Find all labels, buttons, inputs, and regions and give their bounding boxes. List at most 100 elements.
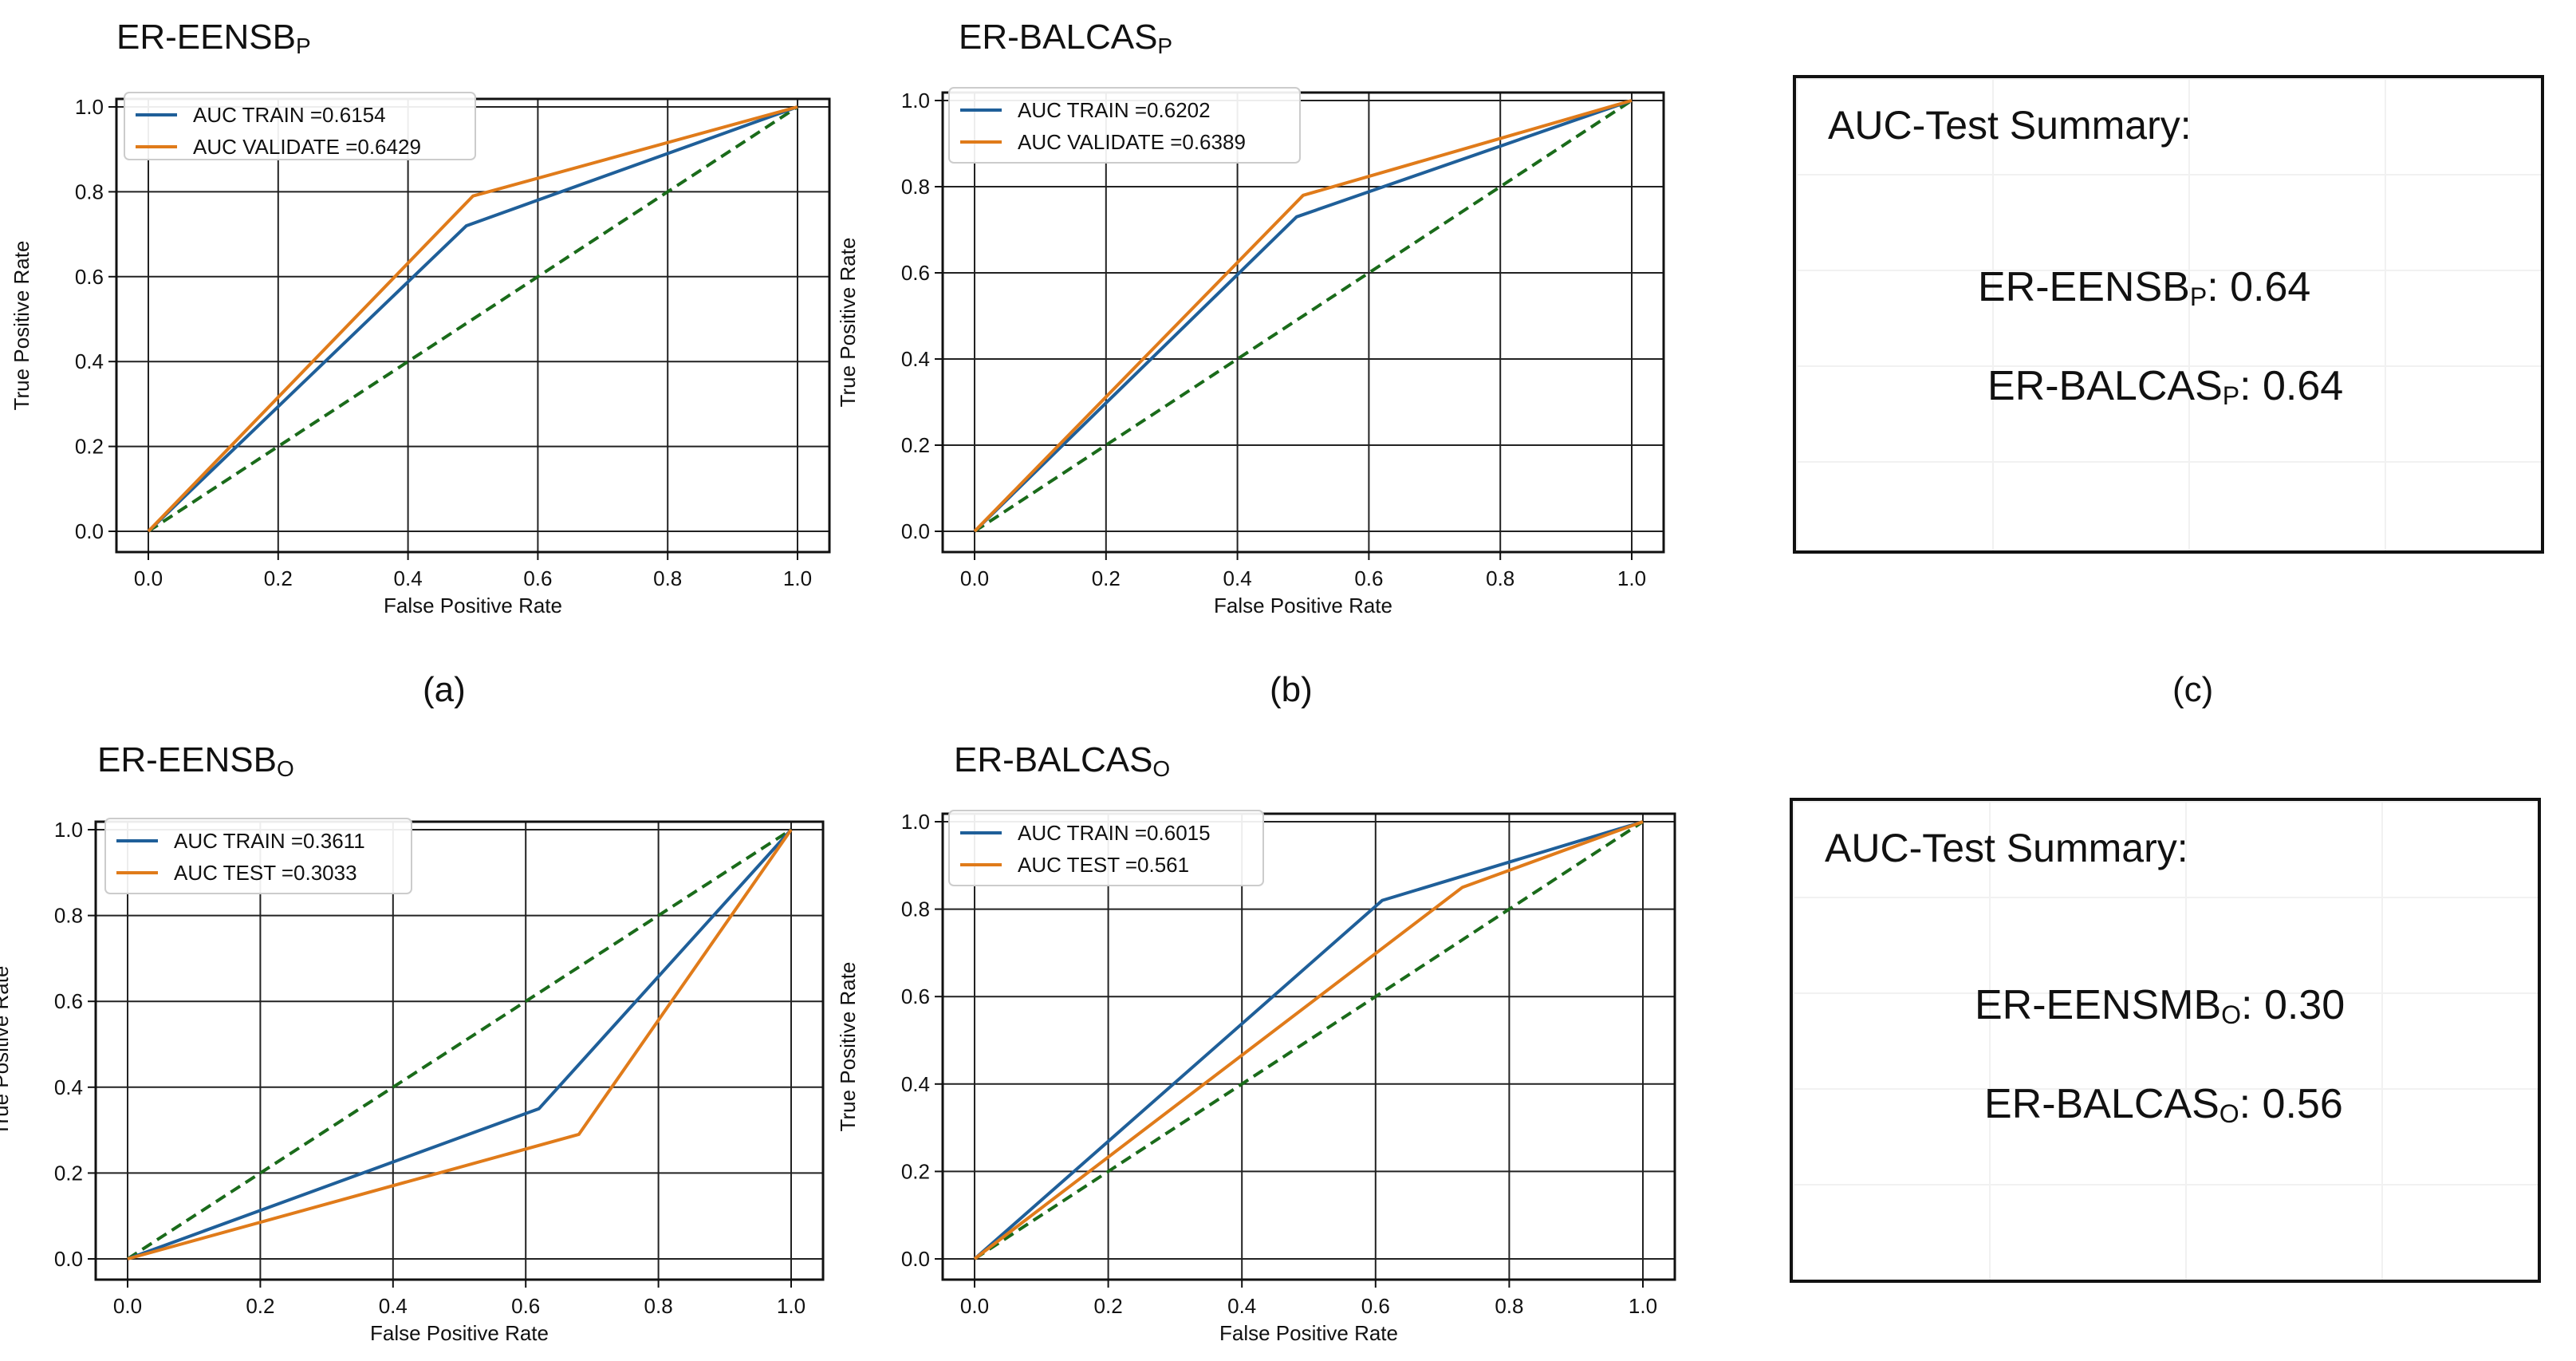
x-axis-label: False Positive Rate [1219,1321,1398,1345]
legend-label: AUC VALIDATE =0.6429 [193,135,421,159]
y-tick-label: 1.0 [901,810,930,834]
summary-top-caption: (c) [2172,670,2214,709]
y-tick-label: 0.8 [901,897,930,921]
series-line [973,99,1633,533]
x-axis-label: False Positive Rate [370,1321,549,1345]
y-tick-label: 0.4 [75,349,104,373]
y-tick-label: 0.8 [901,175,930,199]
series-line [973,99,1633,533]
x-tick-label: 0.0 [960,566,989,590]
y-tick-label: 0.0 [901,1247,930,1271]
legend-label: AUC VALIDATE =0.6389 [1018,130,1246,154]
summary-line: ER-BALCASP: 0.64 [1987,363,2344,410]
chart-b-caption: (b) [1270,670,1313,709]
x-axis-label: False Positive Rate [384,594,562,617]
series-line [973,820,1644,1260]
y-tick-label: 0.8 [54,904,83,928]
y-tick-label: 0.0 [901,519,930,543]
series-line [127,828,793,1260]
x-tick-label: 0.6 [511,1294,540,1318]
summary-line: ER-BALCASO: 0.56 [1984,1081,2343,1128]
y-tick-label: 0.2 [75,435,104,459]
plot-frame [941,812,1676,1281]
summary-title: AUC-Test Summary: [1828,103,2192,148]
y-tick-label: 0.6 [901,261,930,285]
y-tick-label: 0.0 [75,519,104,543]
summary-line: ER-EENSMBO: 0.30 [1975,982,2346,1029]
y-tick-label: 1.0 [901,89,930,112]
summary-line: ER-EENSBP: 0.64 [1978,264,2311,311]
series-line [147,105,798,533]
legend-label: AUC TRAIN =0.3611 [174,829,365,853]
legend-box [948,810,1264,886]
y-tick-label: 0.6 [75,265,104,289]
y-tick-label: 1.0 [54,818,83,842]
y-tick-label: 0.2 [901,433,930,457]
legend-box [124,92,476,160]
legend-label: AUC TRAIN =0.6154 [193,103,386,127]
legend-box [948,87,1301,164]
x-tick-label: 0.2 [246,1294,274,1318]
chart-a-title: ER-EENSBP [116,18,311,58]
x-tick-label: 0.8 [1495,1294,1523,1318]
y-tick-label: 0.4 [901,347,930,371]
diagonal-reference-line [973,99,1633,533]
y-tick-label: 0.0 [54,1247,83,1271]
x-tick-label: 0.8 [1486,566,1514,590]
plot-frame [94,820,825,1281]
x-tick-label: 0.4 [379,1294,408,1318]
summary-box-top: AUC-Test Summary: ER-EENSBP: 0.64 ER-BAL… [1793,75,2544,554]
series-line [127,828,793,1260]
x-tick-label: 0.4 [1223,566,1252,590]
x-tick-label: 0.6 [523,566,552,590]
x-tick-label: 1.0 [783,566,812,590]
y-tick-label: 0.4 [901,1072,930,1096]
series-line [973,820,1644,1260]
legend-label: AUC TRAIN =0.6015 [1018,821,1211,845]
x-tick-label: 0.0 [113,1294,142,1318]
x-tick-label: 0.4 [394,566,423,590]
x-tick-label: 0.0 [134,566,163,590]
x-axis-label: False Positive Rate [1214,594,1392,617]
y-axis-label: True Positive Rate [0,966,13,1136]
y-tick-label: 0.8 [75,179,104,203]
diagonal-reference-line [147,105,799,533]
x-tick-label: 0.4 [1227,1294,1256,1318]
chart-b-title: ER-BALCASP [959,18,1173,58]
diagonal-reference-line [126,828,793,1260]
series-line [147,105,798,533]
y-axis-label: True Positive Rate [836,962,860,1132]
y-tick-label: 0.6 [54,989,83,1013]
x-tick-label: 1.0 [777,1294,805,1318]
x-tick-label: 1.0 [1617,566,1646,590]
diagonal-reference-line [973,820,1644,1260]
y-axis-label: True Positive Rate [836,238,860,408]
chart-c-title: ER-EENSBO [97,740,294,781]
summary-title: AUC-Test Summary: [1825,826,2188,870]
x-tick-label: 0.8 [653,566,682,590]
chart-a-caption: (a) [423,670,466,709]
y-tick-label: 0.6 [901,984,930,1008]
y-tick-label: 0.4 [54,1075,83,1099]
y-tick-label: 0.2 [54,1161,83,1185]
x-tick-label: 0.6 [1354,566,1383,590]
legend-box [104,818,412,894]
legend-label: AUC TEST =0.561 [1018,853,1189,877]
x-tick-label: 0.2 [1094,1294,1123,1318]
legend-label: AUC TRAIN =0.6202 [1018,98,1211,122]
summary-box-bottom: AUC-Test Summary: ER-EENSMBO: 0.30 ER-BA… [1790,798,2541,1283]
y-tick-label: 1.0 [75,95,104,119]
chart-d-title: ER-BALCASO [954,740,1171,781]
y-axis-label: True Positive Rate [10,241,33,411]
plot-frame [941,91,1665,554]
x-tick-label: 0.2 [1092,566,1121,590]
x-tick-label: 0.2 [264,566,293,590]
legend-label: AUC TEST =0.3033 [174,861,357,885]
x-tick-label: 1.0 [1629,1294,1657,1318]
x-tick-label: 0.0 [960,1294,989,1318]
y-tick-label: 0.2 [901,1159,930,1183]
